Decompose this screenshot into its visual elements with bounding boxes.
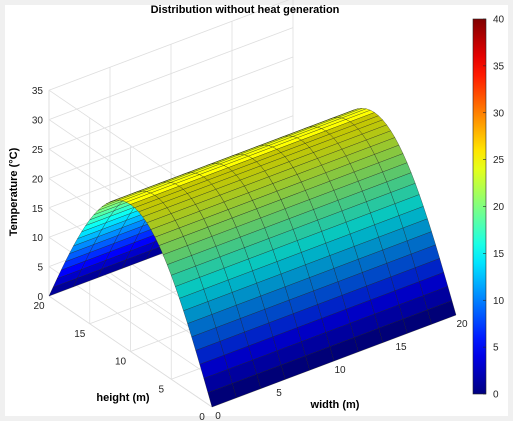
y-tick-label: 5	[159, 384, 165, 395]
grid-line	[48, 27, 294, 120]
y-tick-label: 20	[33, 301, 45, 312]
chart-title: Distribution without heat generation	[151, 4, 340, 16]
y-axis-label: height (m)	[96, 392, 149, 404]
colorbar-tick-label: 5	[493, 343, 499, 354]
z-axis-label: Temperature (°C)	[8, 147, 20, 236]
z-tick-label: 35	[32, 86, 44, 97]
colorbar-tick-label: 35	[493, 61, 505, 72]
colorbar-tick-label: 25	[493, 155, 505, 166]
surface[interactable]	[48, 108, 457, 408]
z-tick-label: 25	[32, 145, 44, 156]
z-tick-label: 20	[32, 174, 44, 185]
y-tick-label: 10	[115, 357, 127, 368]
x-tick-label: 0	[215, 411, 221, 421]
grid-line	[48, 0, 290, 91]
x-tick-label: 10	[334, 365, 346, 376]
z-tick-label: 0	[37, 292, 43, 303]
colorbar[interactable]: 0 5 10 15 20 25 30 35 40	[472, 15, 505, 401]
colorbar-tick-label: 15	[493, 249, 505, 260]
x-tick-label: 5	[276, 388, 282, 399]
colorbar-tick-label: 10	[493, 296, 505, 307]
x-tick-label: 15	[395, 342, 407, 353]
x-tick-label: 20	[456, 319, 468, 330]
colorbar-tick-label: 30	[493, 108, 505, 119]
z-tick-label: 15	[32, 204, 44, 215]
x-axis-label: width (m)	[310, 399, 360, 411]
colorbar-tick-label: 40	[493, 15, 505, 26]
colorbar-tick-label: 20	[493, 202, 505, 213]
surface-patch[interactable]	[427, 300, 457, 325]
y-tick-label: 15	[74, 329, 86, 340]
z-tick-label: 30	[32, 116, 44, 127]
z-tick-label: 10	[32, 233, 44, 244]
y-tick-label: 0	[199, 412, 205, 421]
z-tick-label: 5	[37, 263, 43, 274]
colorbar-tick-label: 0	[493, 390, 499, 401]
